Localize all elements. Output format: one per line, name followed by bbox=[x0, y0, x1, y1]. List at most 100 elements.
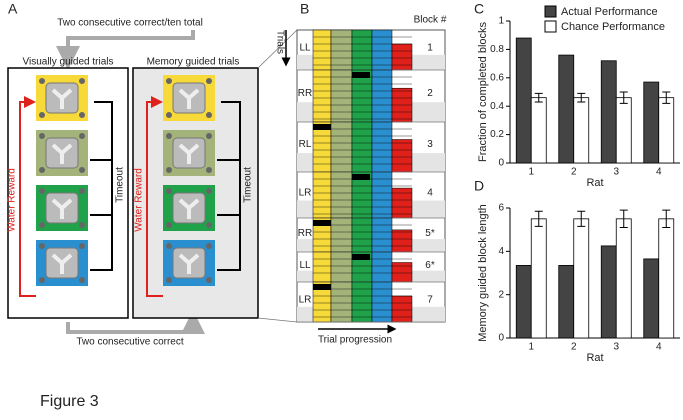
port bbox=[39, 167, 45, 173]
panel-label: B bbox=[300, 1, 309, 17]
error-trial bbox=[313, 284, 331, 290]
x-tick-label: 1 bbox=[528, 342, 534, 353]
legend-swatch bbox=[544, 20, 557, 33]
block-label: RR bbox=[298, 228, 312, 239]
port bbox=[39, 133, 45, 139]
y-tick-label: 0.2 bbox=[490, 129, 504, 140]
trial-column bbox=[391, 43, 413, 71]
maze-arms bbox=[51, 198, 73, 219]
reward-label: Water Reward bbox=[7, 168, 18, 232]
y-tick-label: 0 bbox=[498, 158, 504, 169]
maze-arms bbox=[178, 198, 200, 219]
block-label: LR bbox=[299, 187, 312, 198]
y-tick-label: 0 bbox=[498, 333, 504, 344]
x-tick-label: 3 bbox=[613, 342, 619, 353]
bar bbox=[615, 97, 632, 164]
x-axis-label: Rat bbox=[586, 177, 603, 189]
legend-label: Chance Performance bbox=[561, 21, 665, 33]
port bbox=[39, 277, 45, 283]
figure-caption: Figure 3 bbox=[40, 393, 99, 410]
panel-label: A bbox=[8, 1, 18, 17]
block-header: Block # bbox=[414, 15, 447, 26]
block-number: 6* bbox=[425, 260, 435, 271]
trial-column bbox=[351, 217, 373, 253]
arrow bbox=[56, 30, 195, 70]
error-bar bbox=[534, 92, 543, 103]
x-axis-label: Trial progression bbox=[318, 335, 392, 346]
x-tick-label: 4 bbox=[656, 342, 662, 353]
error-trial bbox=[313, 124, 331, 130]
legend-label: Actual Performance bbox=[561, 6, 658, 18]
error-bar bbox=[662, 209, 671, 228]
bar bbox=[658, 97, 675, 164]
port bbox=[79, 133, 85, 139]
bar bbox=[558, 265, 575, 339]
port bbox=[166, 78, 172, 84]
port bbox=[39, 243, 45, 249]
trial-column bbox=[371, 217, 393, 253]
block-number: 7 bbox=[427, 295, 433, 306]
error-trial bbox=[352, 72, 370, 78]
trial-column bbox=[351, 121, 373, 173]
block-label: RR bbox=[298, 88, 312, 99]
block-number: 3 bbox=[427, 139, 433, 150]
port bbox=[166, 133, 172, 139]
arrow bbox=[66, 310, 205, 334]
trial-column bbox=[371, 121, 393, 173]
port bbox=[206, 112, 212, 118]
error-bar bbox=[619, 91, 628, 104]
port bbox=[166, 277, 172, 283]
port bbox=[39, 222, 45, 228]
port bbox=[79, 167, 85, 173]
error-trial bbox=[352, 174, 370, 180]
error-bar bbox=[619, 209, 628, 228]
trial-column bbox=[330, 217, 353, 253]
trial-column bbox=[351, 281, 373, 323]
x-tick-label: 3 bbox=[613, 167, 619, 178]
port bbox=[166, 167, 172, 173]
port bbox=[206, 277, 212, 283]
trial-column bbox=[312, 251, 332, 283]
tiles bbox=[36, 75, 215, 286]
block-label: LR bbox=[299, 295, 312, 306]
trial-column bbox=[312, 29, 332, 71]
timeout-label: Timeout bbox=[115, 167, 126, 203]
trial-column bbox=[391, 262, 413, 283]
legend-swatch bbox=[544, 5, 557, 18]
x-tick-label: 2 bbox=[571, 342, 577, 353]
trial-column bbox=[330, 29, 353, 71]
bar bbox=[515, 265, 532, 339]
y-tick-label: 1 bbox=[498, 16, 504, 27]
maze-arms bbox=[51, 88, 73, 109]
port bbox=[206, 188, 212, 194]
port bbox=[79, 243, 85, 249]
error-trial bbox=[313, 220, 331, 226]
port bbox=[166, 112, 172, 118]
port bbox=[79, 222, 85, 228]
port bbox=[39, 112, 45, 118]
reward-label: Water Reward bbox=[134, 168, 145, 232]
port bbox=[206, 78, 212, 84]
trial-column bbox=[312, 69, 332, 123]
bar bbox=[530, 218, 547, 339]
zoom-line bbox=[257, 29, 298, 323]
y-tick-label: 0.8 bbox=[490, 44, 504, 55]
port bbox=[79, 78, 85, 84]
error-bar bbox=[662, 91, 671, 104]
trial-column bbox=[371, 69, 393, 123]
maze-arms bbox=[51, 143, 73, 164]
bar bbox=[615, 218, 632, 339]
box-title: Memory guided trials bbox=[147, 57, 240, 68]
block-number: 5* bbox=[425, 228, 435, 239]
y-axis-label: Memory guided block length bbox=[477, 204, 489, 342]
arrow bbox=[146, 96, 163, 297]
port bbox=[79, 277, 85, 283]
bar bbox=[600, 60, 617, 164]
port bbox=[206, 243, 212, 249]
bar bbox=[658, 218, 675, 339]
block-number: 1 bbox=[427, 43, 433, 54]
x-axis-label: Rat bbox=[586, 352, 603, 364]
trial-column bbox=[330, 281, 353, 323]
port bbox=[206, 167, 212, 173]
